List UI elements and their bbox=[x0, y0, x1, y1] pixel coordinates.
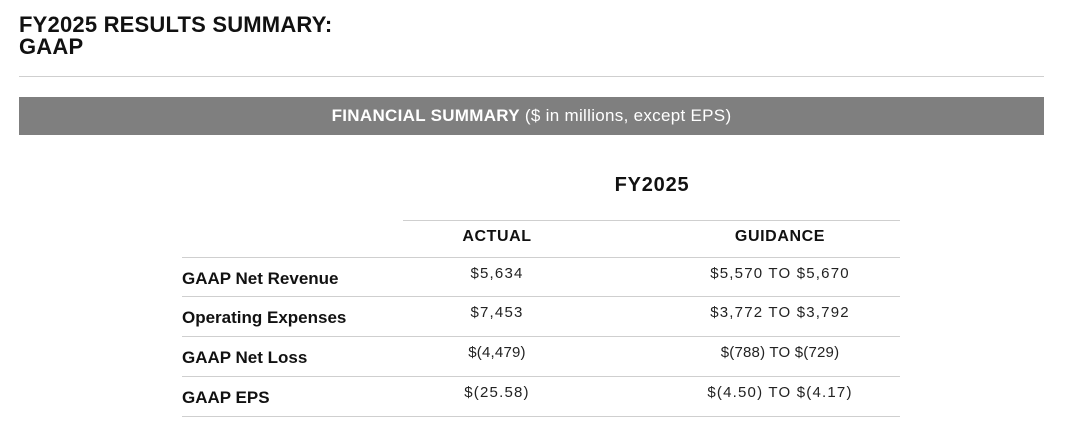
actual-value: $5,634 bbox=[470, 265, 524, 282]
row-label: GAAP EPS bbox=[182, 388, 270, 407]
page-title-line-1: FY2025 RESULTS SUMMARY: bbox=[19, 12, 333, 37]
table-row-gaap-net-loss: GAAP Net Loss $(4,479) $(788) TO $(729) bbox=[182, 336, 900, 376]
row-label: GAAP Net Revenue bbox=[182, 269, 339, 288]
column-header-guidance: GUIDANCE bbox=[734, 228, 826, 245]
table-row-gaap-net-revenue: GAAP Net Revenue $5,634 $5,570 TO $5,670 bbox=[182, 257, 900, 297]
guidance-value: $(788) TO $(729) bbox=[720, 344, 840, 361]
page-title: FY2025 RESULTS SUMMARY: GAAP bbox=[19, 14, 332, 58]
period-divider bbox=[403, 220, 900, 221]
page-title-line-2: GAAP bbox=[19, 34, 84, 59]
row-label: GAAP Net Loss bbox=[182, 348, 308, 367]
actual-value: $(4,479) bbox=[468, 344, 526, 361]
period-heading: FY2025 bbox=[614, 174, 690, 196]
guidance-value: $5,570 TO $5,670 bbox=[710, 265, 850, 282]
banner-subheading: ($ in millions, except EPS) bbox=[524, 106, 732, 125]
guidance-value: $3,772 TO $3,792 bbox=[710, 304, 850, 321]
actual-value: $7,453 bbox=[470, 304, 524, 321]
table-row-gaap-eps: GAAP EPS $(25.58) $(4.50) TO $(4.17) bbox=[182, 376, 900, 417]
table-row-operating-expenses: Operating Expenses $7,453 $3,772 TO $3,7… bbox=[182, 296, 900, 336]
column-header-actual: ACTUAL bbox=[462, 228, 532, 245]
banner-heading: FINANCIAL SUMMARY bbox=[331, 106, 520, 125]
row-label: Operating Expenses bbox=[182, 308, 347, 327]
actual-value: $(25.58) bbox=[464, 384, 530, 401]
guidance-value: $(4.50) TO $(4.17) bbox=[707, 384, 853, 401]
financial-summary-banner: FINANCIAL SUMMARY ($ in millions, except… bbox=[19, 97, 1044, 135]
title-divider bbox=[19, 76, 1044, 77]
